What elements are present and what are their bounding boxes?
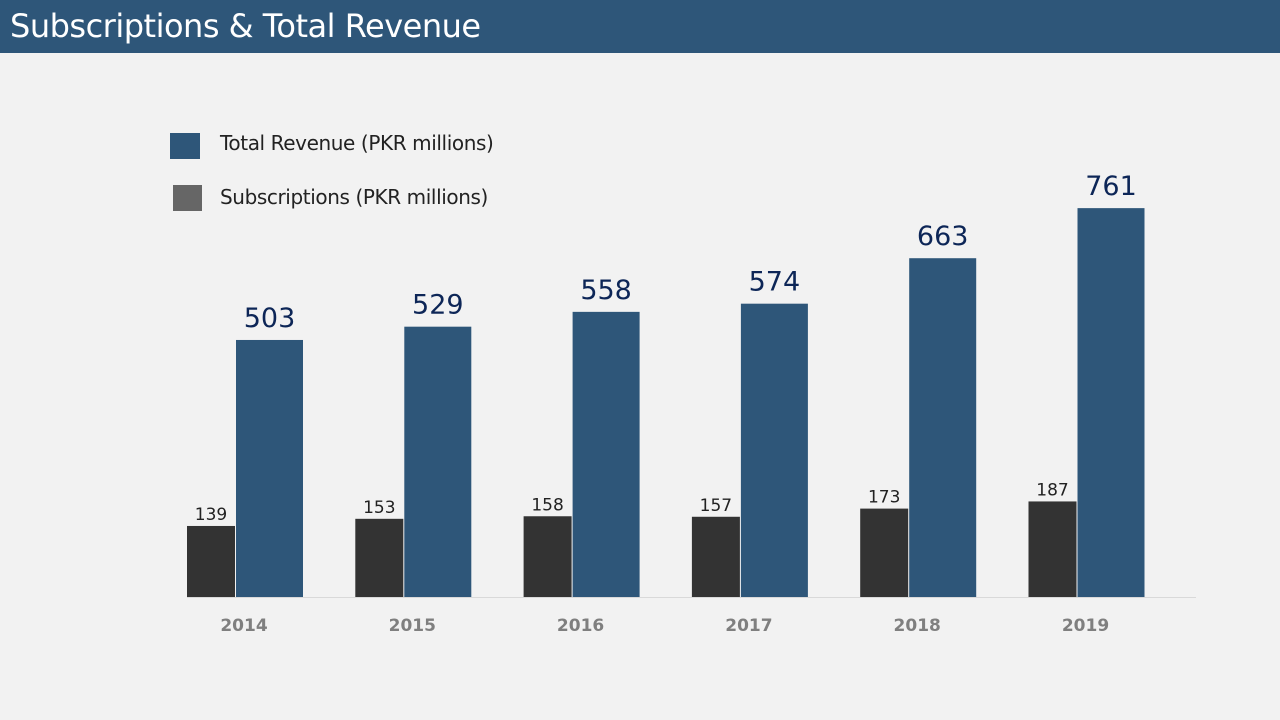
- bar-revenue-2016: [572, 311, 640, 597]
- bar-subscriptions-2017: [691, 516, 740, 597]
- bar-subscriptions-2018: [860, 508, 909, 597]
- x-tick-label-2016: 2016: [557, 616, 604, 636]
- legend-label-revenue: Total Revenue (PKR millions): [220, 131, 494, 155]
- data-label-revenue-2017: 574: [749, 267, 801, 298]
- x-tick-label-2017: 2017: [725, 616, 772, 636]
- bar-subscriptions-2019: [1028, 501, 1077, 597]
- data-label-subscriptions-2016: 158: [531, 495, 563, 515]
- bar-revenue-2018: [909, 258, 977, 597]
- x-tick-label-2014: 2014: [220, 616, 267, 636]
- bar-subscriptions-2014: [187, 525, 235, 597]
- bar-revenue-2015: [404, 326, 472, 597]
- legend-swatch-revenue: [170, 133, 200, 159]
- bar-revenue-2019: [1077, 208, 1145, 597]
- data-label-subscriptions-2014: 139: [195, 505, 227, 525]
- data-label-revenue-2016: 558: [580, 275, 632, 306]
- data-label-subscriptions-2015: 153: [363, 498, 395, 518]
- data-label-revenue-2019: 761: [1085, 171, 1137, 202]
- title-bar: Subscriptions & Total Revenue: [0, 0, 1280, 53]
- legend-swatch-subscriptions: [173, 185, 202, 211]
- data-label-revenue-2014: 503: [244, 303, 296, 334]
- x-tick-label-2015: 2015: [389, 616, 436, 636]
- data-label-subscriptions-2017: 157: [700, 496, 732, 516]
- data-label-subscriptions-2018: 173: [868, 488, 900, 508]
- bar-revenue-2014: [236, 339, 303, 597]
- page-title: Subscriptions & Total Revenue: [10, 7, 481, 45]
- bar-subscriptions-2016: [523, 516, 572, 597]
- data-label-revenue-2015: 529: [412, 290, 464, 321]
- data-label-revenue-2018: 663: [917, 221, 969, 252]
- x-tick-label-2019: 2019: [1062, 616, 1109, 636]
- data-label-subscriptions-2019: 187: [1036, 480, 1068, 500]
- legend-label-subscriptions: Subscriptions (PKR millions): [220, 185, 488, 209]
- bar-revenue-2017: [740, 303, 808, 597]
- bar-subscriptions-2015: [355, 518, 404, 597]
- x-tick-label-2018: 2018: [894, 616, 941, 636]
